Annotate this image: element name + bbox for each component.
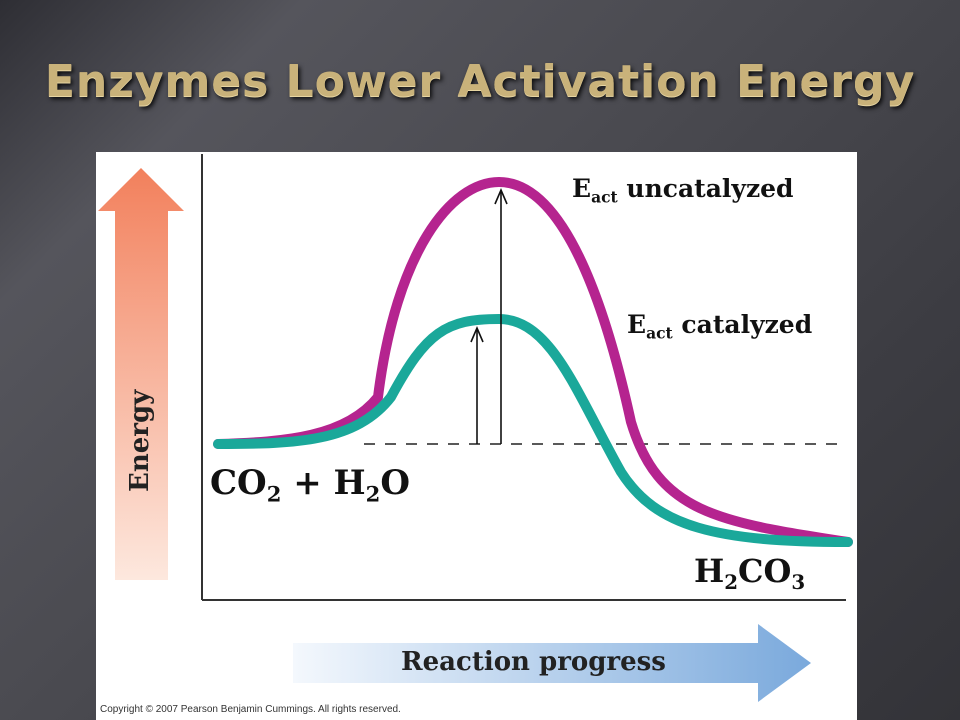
product-label: H2CO3 (694, 552, 805, 592)
reactant-o: O (380, 463, 410, 503)
reaction-progress-arrow (293, 624, 811, 702)
reactant-co-sub: 2 (266, 481, 282, 507)
uncatalyzed-label: Eact uncatalyzed (572, 174, 794, 207)
energy-diagram-svg (98, 154, 853, 702)
product-h-sub: 2 (724, 569, 739, 594)
uncatalyzed-curve (213, 176, 853, 547)
catalyzed-curve (213, 313, 853, 547)
product-h: H (694, 552, 725, 590)
activation-energy-figure: Eact uncatalyzed Eact catalyzed CO2 + H2… (96, 152, 857, 720)
copyright-notice: Copyright © 2007 Pearson Benjamin Cummin… (100, 704, 401, 715)
catalyzed-label: Eact catalyzed (627, 310, 813, 343)
catalyzed-arrowhead (470, 325, 484, 343)
reactant-co: CO (210, 463, 267, 503)
product-co-sub: 3 (791, 569, 806, 594)
product-co: CO (738, 552, 792, 590)
reaction-progress-label: Reaction progress (401, 647, 666, 677)
energy-axis-label: Energy (125, 389, 155, 492)
uncatalyzed-label-text: uncatalyzed (617, 174, 794, 203)
uncatalyzed-label-sub: act (591, 187, 618, 207)
reactant-plus-h: + H (281, 463, 366, 503)
catalyzed-label-sub: act (646, 323, 673, 343)
energy-arrow (98, 168, 184, 580)
reactant-h-sub: 2 (365, 481, 381, 507)
catalyzed-label-text: catalyzed (672, 310, 813, 339)
reactants-label: CO2 + H2O (210, 463, 410, 507)
uncatalyzed-label-e: E (572, 174, 592, 203)
catalyzed-label-e: E (627, 310, 647, 339)
uncatalyzed-arrowhead (494, 187, 508, 205)
slide-title: Enzymes Lower Activation Energy (44, 56, 916, 107)
